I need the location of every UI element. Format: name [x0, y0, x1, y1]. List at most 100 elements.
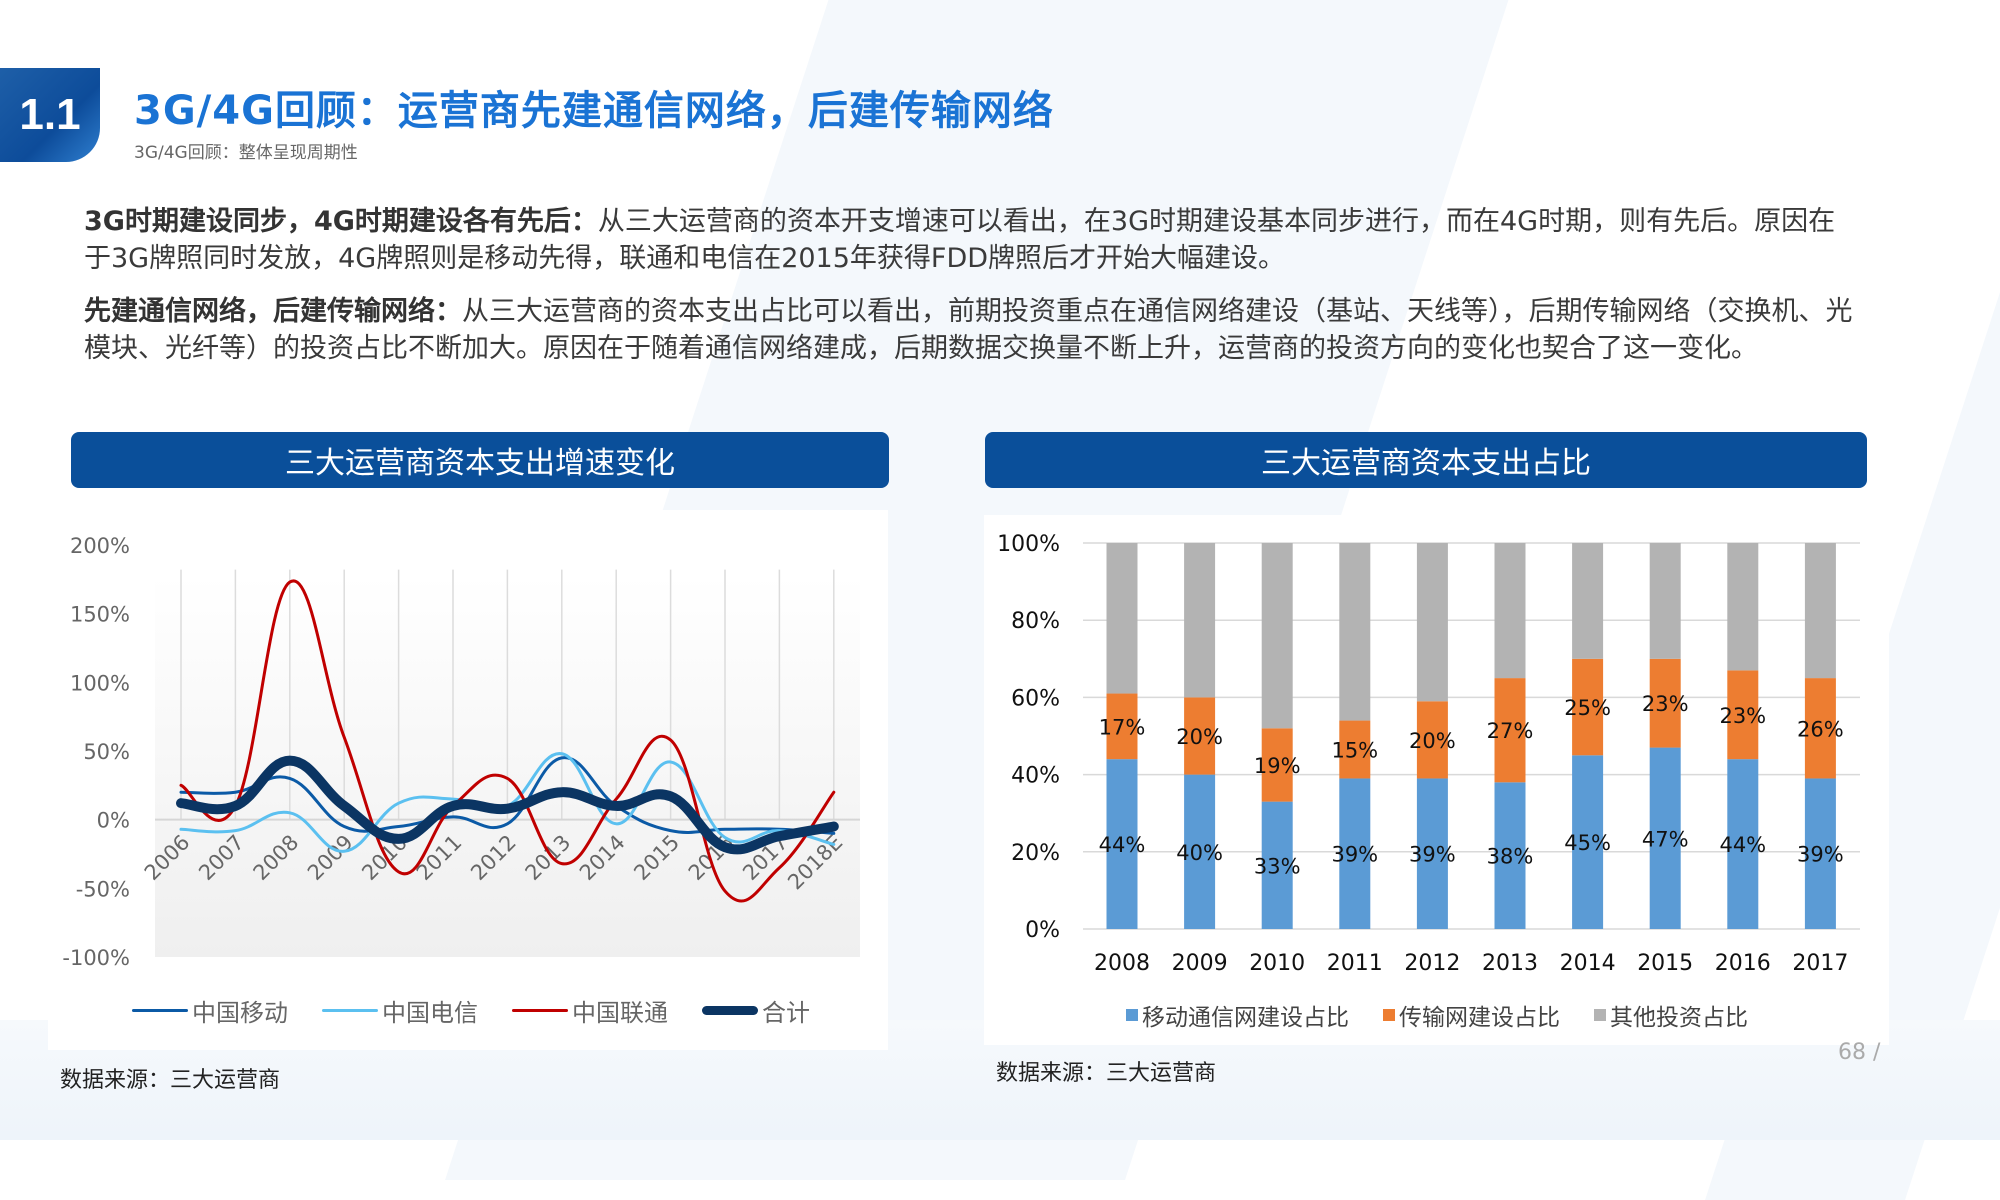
capex-growth-line-chart: 200%150%100%50%0%-50%-100%2006 2007 2008 20… [62, 534, 860, 970]
bar-segment-transport-network [1106, 693, 1138, 760]
legend-label: 传输网建设占比 [1399, 1005, 1560, 1031]
bar-segment-transport-network [1572, 658, 1604, 756]
x-tick-label: 2012 [1404, 951, 1460, 976]
bar-segment-other [1416, 543, 1448, 702]
x-tick-label: 2008 [1094, 951, 1150, 976]
left-chart-header: 三大运营商资本支出增速变化 [71, 432, 889, 488]
y-tick-label: -100% [62, 946, 130, 970]
series-line-total [176, 755, 839, 855]
paragraph-body: 从三大运营商的资本开支增速可以看出，在3G时期建设基本同步进行，而在4G时期，则… [84, 206, 1836, 274]
legend-swatch [702, 1006, 758, 1015]
data-label: 27% [1487, 719, 1534, 743]
bar-segment-mobile-network [1339, 778, 1371, 929]
x-tick-label: 2010 [1249, 951, 1305, 976]
y-tick-label: 0% [97, 809, 130, 833]
bar-segment-mobile-network [1106, 759, 1138, 929]
bar-segment-mobile-network [1416, 778, 1448, 929]
legend-label: 中国电信 [382, 999, 478, 1027]
data-label: 23% [1642, 692, 1689, 716]
legend-swatch [1594, 1009, 1606, 1021]
section-badge: 1.1 [0, 68, 100, 162]
capex-share-bar-chart: 100% 80% 60% 40% 20% 0% 44% 17% 2008 40% 20% 2009 33… [997, 532, 1860, 976]
data-label: 33% [1254, 854, 1301, 878]
y-tick-label: 80% [1011, 609, 1060, 634]
line-chart-legend: 中国移动 中国电信 中国联通 合计 [132, 993, 844, 1028]
legend-label: 合计 [762, 999, 810, 1027]
bar-segment-transport-network [1184, 697, 1216, 775]
data-label: 40% [1176, 841, 1223, 865]
paragraph-sync: 3G时期建设同步，4G时期建设各有先后：从三大运营商的资本开支增速可以看出，在3… [84, 203, 1854, 277]
data-label: 23% [1719, 704, 1766, 728]
bar-segment-other [1727, 543, 1759, 671]
legend-item-transport-network: 传输网建设占比 [1383, 998, 1560, 1032]
data-label: 20% [1176, 725, 1223, 749]
bar-segment-other [1106, 543, 1138, 694]
bar-segment-transport-network [1804, 678, 1836, 779]
data-label: 44% [1099, 833, 1146, 857]
bar-segment-transport-network [1649, 658, 1681, 748]
bar-segment-mobile-network [1261, 801, 1293, 929]
x-tick-label: 2017 [1792, 951, 1848, 976]
legend-label: 其他投资占比 [1610, 1005, 1748, 1031]
legend-swatch [1126, 1009, 1138, 1021]
paragraph-lead: 3G时期建设同步，4G时期建设各有先后： [84, 206, 598, 237]
x-tick-label: 2014 [1560, 951, 1616, 976]
data-label: 17% [1099, 715, 1146, 739]
x-tick-label: 2013 [1482, 951, 1538, 976]
y-tick-label: 40% [1011, 764, 1060, 789]
x-tick-label: 2015 [1637, 951, 1693, 976]
paragraph-network-order: 先建通信网络，后建传输网络：从三大运营商的资本支出占比可以看出，前期投资重点在通… [84, 293, 1854, 367]
x-tick-label: 2011 [1327, 951, 1383, 976]
paragraph-body: 从三大运营商的资本支出占比可以看出，前期投资重点在通信网络建设（基站、天线等），… [84, 296, 1853, 364]
data-label: 15% [1331, 739, 1378, 763]
legend-swatch [512, 1009, 568, 1012]
bar-segment-other [1339, 543, 1371, 721]
legend-swatch [1383, 1009, 1395, 1021]
x-tick-label: 2016 [1715, 951, 1771, 976]
bar-segment-other [1261, 543, 1293, 729]
y-tick-label: -50% [76, 877, 130, 901]
bar-segment-transport-network [1727, 670, 1759, 760]
y-tick-label: 0% [1025, 918, 1060, 943]
right-chart-header: 三大运营商资本支出占比 [985, 432, 1867, 488]
y-tick-label: 50% [83, 740, 130, 764]
bar-segment-transport-network [1261, 728, 1293, 802]
legend-label: 中国联通 [572, 999, 668, 1027]
data-label: 45% [1564, 831, 1611, 855]
data-label: 44% [1719, 833, 1766, 857]
x-tick-label: 2009 [1172, 951, 1228, 976]
legend-item-unicom: 中国联通 [512, 993, 668, 1028]
bar-segment-transport-network [1416, 701, 1448, 779]
bar-segment-other [1649, 543, 1681, 659]
bar-segment-mobile-network [1804, 778, 1836, 929]
bar-segment-transport-network [1339, 720, 1371, 779]
legend-item-total: 合计 [702, 993, 810, 1028]
paragraph-lead: 先建通信网络，后建传输网络： [84, 296, 462, 327]
bar-segment-mobile-network [1572, 755, 1604, 929]
data-label: 39% [1797, 843, 1844, 867]
data-label: 39% [1331, 843, 1378, 867]
legend-item-other: 其他投资占比 [1594, 998, 1748, 1032]
data-source-left: 数据来源：三大运营商 [60, 1068, 281, 1093]
legend-label: 移动通信网建设占比 [1142, 1005, 1349, 1031]
bar-segment-mobile-network [1494, 782, 1526, 929]
y-tick-label: 60% [1011, 686, 1060, 711]
legend-swatch [322, 1009, 378, 1012]
data-label: 25% [1564, 696, 1611, 720]
bar-segment-mobile-network [1727, 759, 1759, 929]
series-line-telecom [179, 752, 836, 853]
page-title: 3G/4G回顾：运营商先建通信网络，后建传输网络 [134, 88, 1054, 134]
data-label: 38% [1487, 845, 1534, 869]
y-tick-label: 200% [70, 534, 130, 558]
bar-segment-transport-network [1494, 678, 1526, 783]
page-number: 68 / [1838, 1040, 1881, 1065]
series-line-mobile [179, 756, 836, 835]
data-label: 20% [1409, 729, 1456, 753]
data-label: 19% [1254, 754, 1301, 778]
bar-segment-mobile-network [1649, 747, 1681, 929]
bar-chart-legend: 移动通信网建设占比 传输网建设占比 其他投资占比 [1126, 998, 1782, 1032]
y-tick-label: 100% [997, 532, 1060, 557]
bar-segment-other [1804, 543, 1836, 679]
data-label: 47% [1642, 827, 1689, 851]
bar-segment-other [1572, 543, 1604, 659]
